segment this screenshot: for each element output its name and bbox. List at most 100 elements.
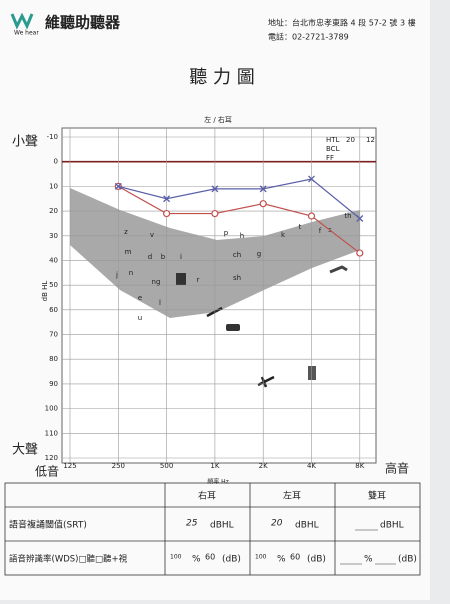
- marker: [356, 215, 364, 222]
- annotation: 小聲: [12, 134, 38, 150]
- marker: [259, 200, 267, 208]
- marker: [163, 195, 171, 203]
- handwritten: 60: [290, 553, 300, 562]
- marker: [356, 249, 364, 257]
- speech-sound: f: [319, 227, 322, 235]
- y-axis-label: dB HL: [41, 281, 49, 302]
- marker: [211, 209, 219, 218]
- handwritten: 100: [170, 554, 182, 561]
- speech-sound: t: [299, 223, 302, 231]
- table-border: [4, 482, 421, 576]
- annotation: 高音: [385, 461, 409, 476]
- legend-text: HTL: [326, 136, 340, 144]
- y-tick-label: 50: [49, 281, 58, 289]
- chart-title: 左 / 右耳: [204, 115, 232, 124]
- unit: dBHL: [295, 521, 319, 531]
- handwritten: 100: [255, 554, 267, 561]
- handwritten: 60: [205, 553, 215, 562]
- brand: 維聽助聽器: [45, 14, 121, 32]
- speech-sound: sh: [233, 274, 241, 282]
- marker: [163, 209, 171, 218]
- speech-sound: e: [138, 294, 142, 302]
- table: [4, 482, 421, 576]
- y-tick-label: 10: [49, 182, 58, 190]
- logo: [10, 12, 34, 30]
- y-tick-label: -10: [47, 133, 58, 141]
- marker: [211, 185, 219, 193]
- unit: %: [192, 555, 201, 565]
- x-tick-label: 125: [63, 462, 76, 470]
- unit: dBHL: [380, 521, 404, 531]
- speech-sound: th: [344, 212, 351, 220]
- handwritten: 25: [186, 519, 198, 529]
- y-tick-label: 80: [49, 355, 58, 363]
- legend-text: FF: [326, 154, 334, 162]
- page-title: 聽 力 圖: [189, 67, 254, 88]
- x-tick-label: 250: [112, 462, 125, 470]
- dog-icon: [329, 265, 348, 274]
- y-tick-label: 100: [45, 405, 58, 413]
- marker: [307, 212, 316, 220]
- legend-text: BCL: [326, 145, 340, 153]
- x-tick-label: 8K: [355, 462, 364, 470]
- speech-sound: d: [148, 253, 152, 261]
- legend-text: 20: [346, 136, 355, 144]
- icon: [176, 273, 186, 285]
- annotation: 大聲: [12, 442, 38, 458]
- speech-sound: j: [115, 271, 118, 279]
- series-line: [118, 185, 361, 254]
- y-tick-label: 0: [54, 158, 58, 166]
- annotation: 低音: [35, 464, 59, 479]
- marker: [114, 182, 122, 190]
- handwritten: 20: [271, 519, 283, 529]
- unit: (dB): [307, 555, 326, 565]
- unit: %: [277, 555, 286, 565]
- speech-sound: v: [150, 231, 154, 239]
- row-label: 語音辨識率(WDS)□聽□聽+視: [9, 554, 128, 565]
- icon: [206, 306, 223, 318]
- speech-sound: b: [161, 253, 166, 261]
- x-tick-label: 2K: [259, 462, 268, 470]
- table-header: 雙耳: [368, 490, 386, 502]
- speech-sound: r: [197, 276, 200, 284]
- y-tick-label: 120: [45, 454, 58, 462]
- y-tick-label: 20: [49, 207, 58, 215]
- table-header: 左耳: [283, 490, 301, 502]
- unit: (dB): [398, 555, 417, 565]
- unit: (dB): [222, 555, 241, 565]
- legend-text: 12: [366, 136, 375, 144]
- unit: dBHL: [210, 521, 234, 531]
- x-axis-label: 頻率 Hz: [207, 478, 229, 486]
- phone: 電話：02-2721-3789: [268, 32, 349, 42]
- speech-sound: l: [159, 299, 161, 307]
- speech-sound: h: [240, 232, 244, 240]
- marker: [259, 185, 267, 193]
- x-tick-label: 1K: [210, 462, 219, 470]
- speech-sound: m: [125, 248, 132, 256]
- speech-sound: g: [257, 250, 261, 258]
- y-tick-label: 70: [49, 331, 58, 339]
- car-icon: [226, 324, 240, 331]
- table-header: 右耳: [198, 490, 216, 502]
- x-tick-label: 500: [160, 462, 173, 470]
- speech-sound: k: [281, 231, 286, 239]
- unit: %: [364, 555, 373, 565]
- icon: [308, 366, 316, 380]
- y-tick-label: 110: [45, 429, 58, 437]
- speech-sound: i: [180, 253, 182, 261]
- x-tick-label: 4K: [307, 462, 316, 470]
- series-line: [118, 178, 361, 219]
- brand-en: We hear: [14, 30, 39, 37]
- y-tick-label: 40: [49, 256, 58, 264]
- marker: [308, 175, 315, 183]
- speech-sound: z: [124, 228, 128, 236]
- y-tick-label: 60: [49, 306, 58, 314]
- y-tick-label: 30: [49, 232, 58, 240]
- speech-sound: ch: [233, 251, 241, 259]
- speech-sound: n: [129, 269, 133, 277]
- speech-sound: ng: [152, 278, 161, 286]
- speech-sound: u: [138, 314, 142, 322]
- speech-sound: p: [224, 229, 229, 237]
